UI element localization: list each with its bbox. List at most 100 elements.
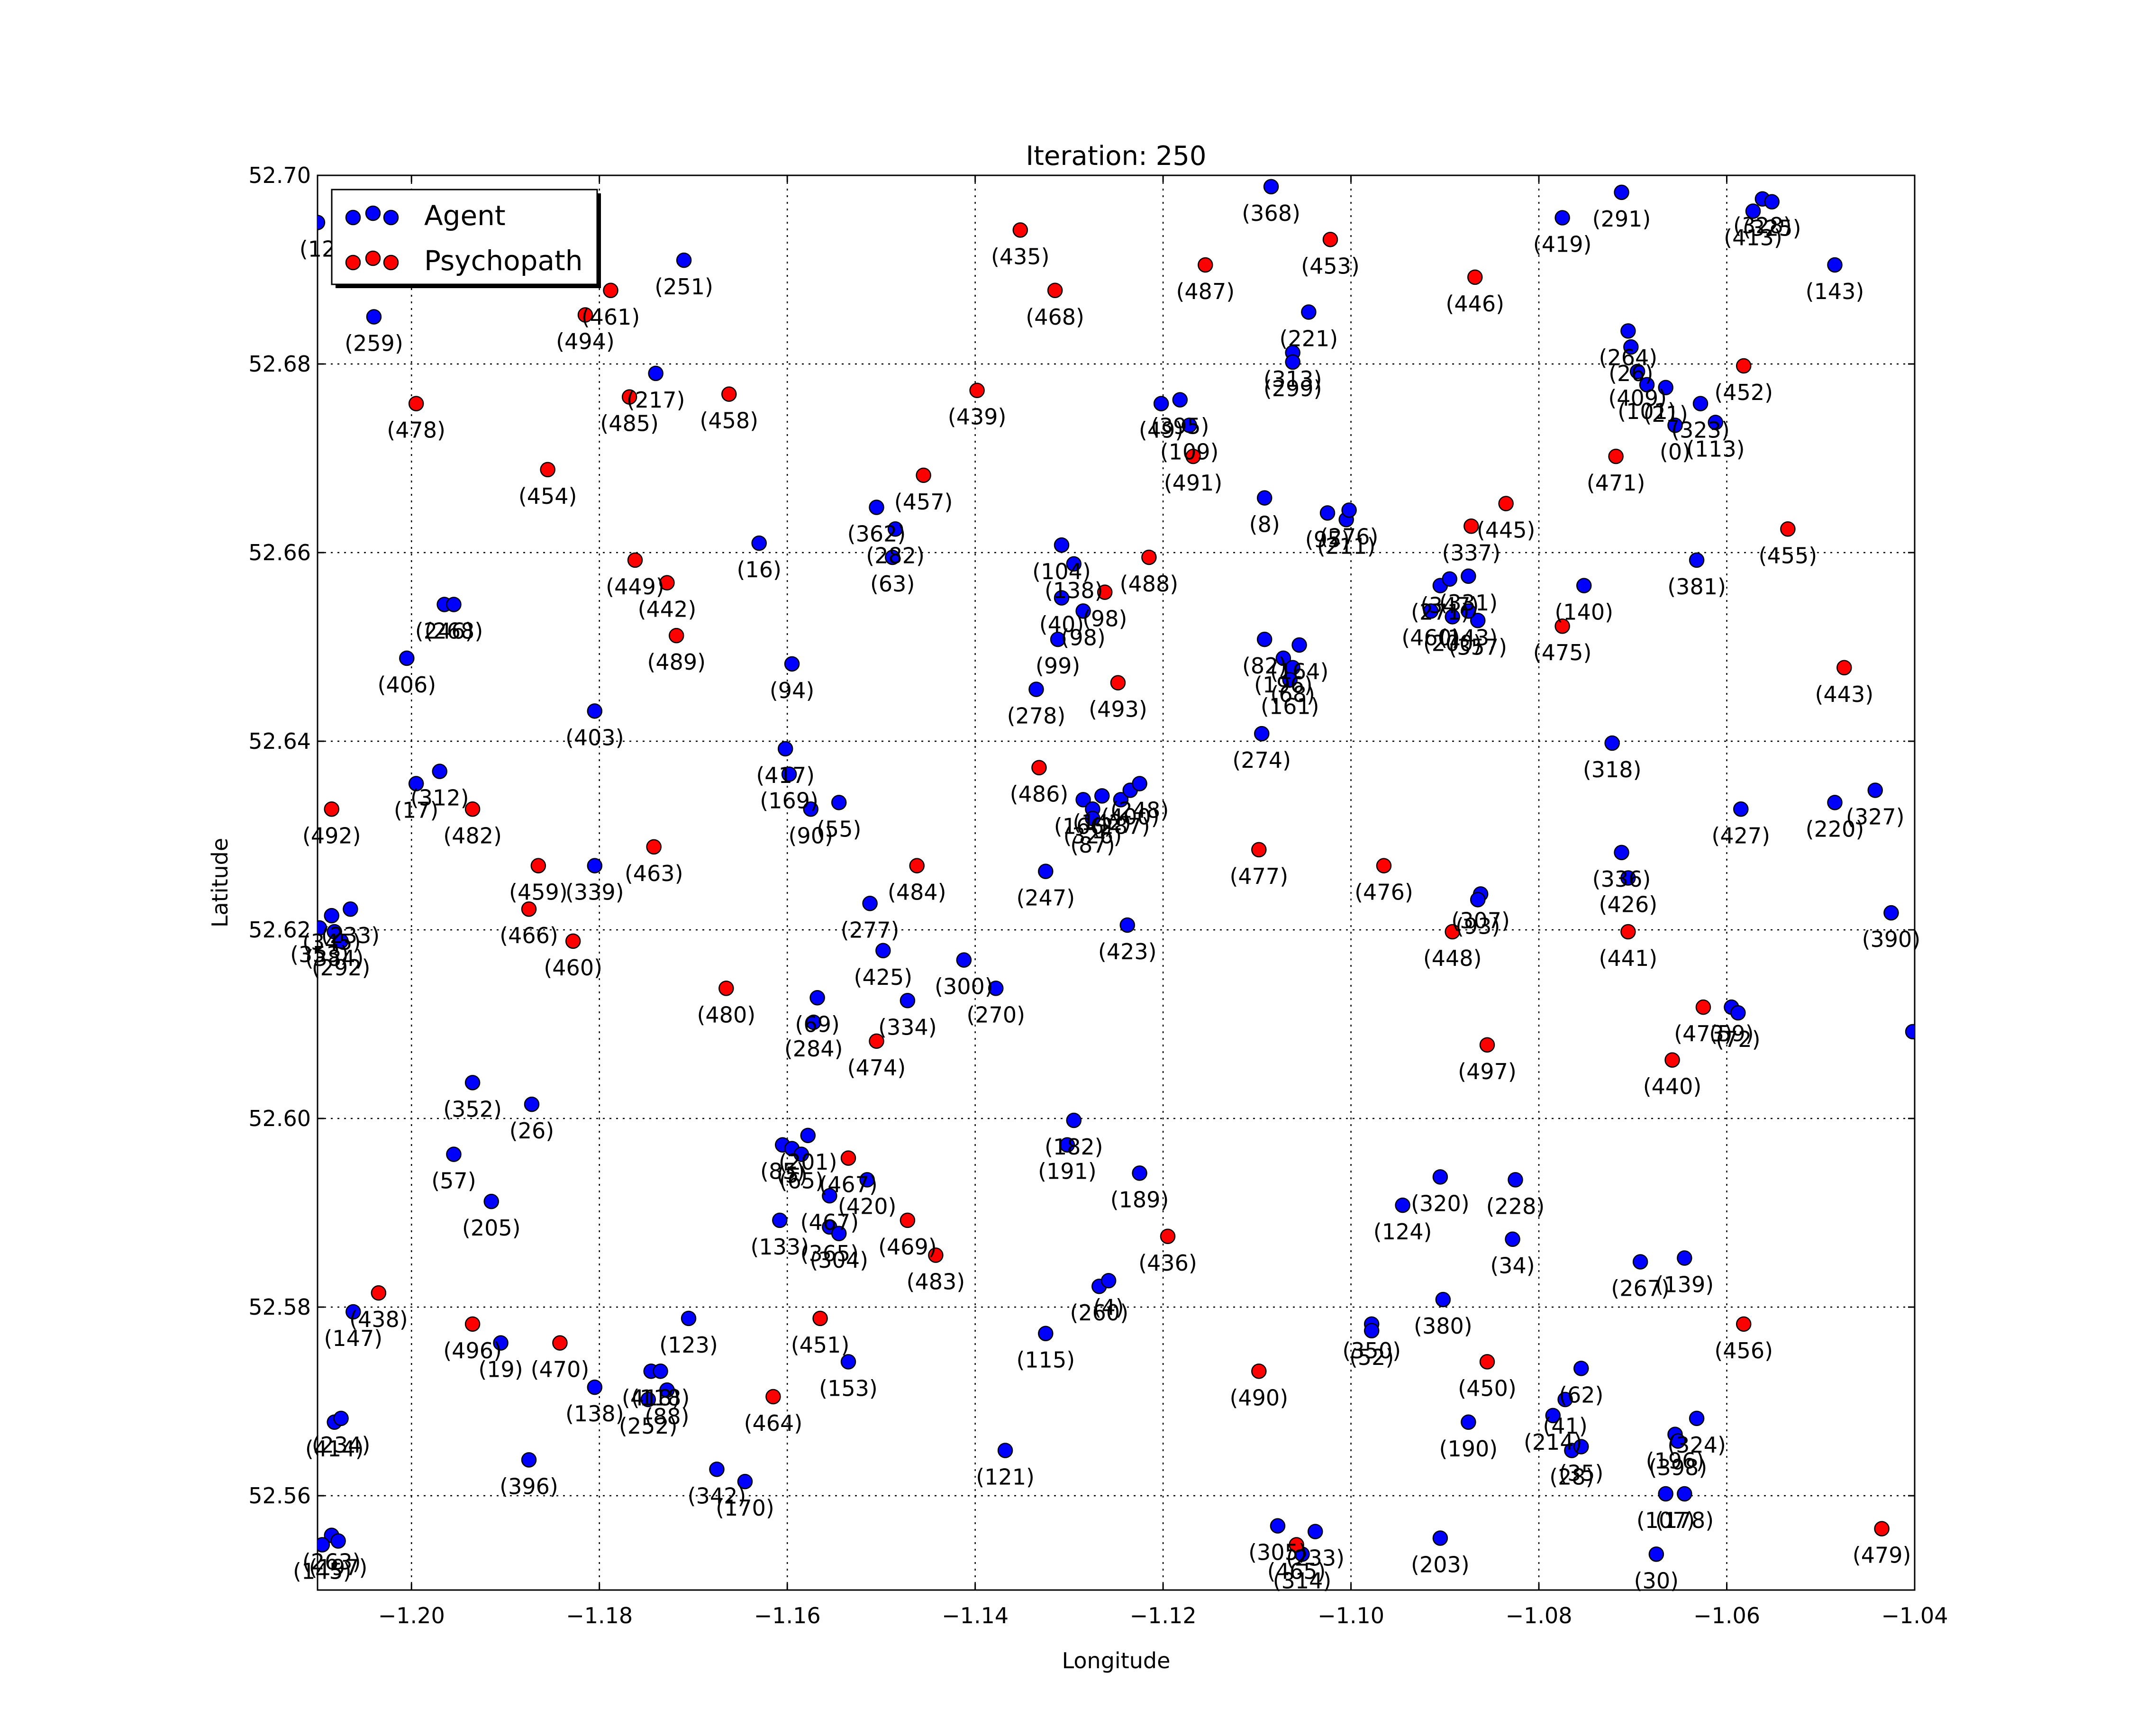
point-label: (352) bbox=[443, 1096, 502, 1122]
psychopath-point bbox=[1463, 518, 1479, 534]
point-label: (234) bbox=[312, 1432, 371, 1458]
point-label: (170) bbox=[716, 1495, 774, 1521]
agent-point bbox=[446, 597, 462, 612]
point-label: (118) bbox=[631, 1385, 690, 1410]
agent-point bbox=[772, 1212, 788, 1228]
agent-point bbox=[1508, 1172, 1523, 1188]
agent-point bbox=[653, 1363, 668, 1379]
point-label: (427) bbox=[1711, 823, 1770, 848]
agent-point bbox=[333, 1410, 349, 1427]
agent-point bbox=[1620, 323, 1636, 339]
point-label: (347) bbox=[1420, 593, 1479, 618]
agent-point bbox=[1730, 1005, 1746, 1021]
agent-point bbox=[1308, 1524, 1323, 1539]
agent-point bbox=[840, 1354, 856, 1370]
point-label: (164) bbox=[1270, 659, 1329, 684]
legend-entries: Agent Psychopath bbox=[345, 200, 583, 277]
point-label: (16) bbox=[736, 557, 781, 582]
point-label: (390) bbox=[1862, 927, 1921, 952]
point-label: (475) bbox=[1533, 640, 1592, 665]
psychopath-point bbox=[812, 1310, 828, 1327]
point-label: (190) bbox=[1439, 1436, 1498, 1462]
point-label: (477) bbox=[1229, 863, 1288, 889]
point-label: (299) bbox=[1263, 376, 1322, 401]
point-label: (292) bbox=[312, 955, 371, 981]
psychopath-point bbox=[1874, 1521, 1890, 1536]
agent-point bbox=[1075, 603, 1091, 619]
agent-point bbox=[524, 1096, 540, 1112]
agent-point bbox=[1505, 1231, 1520, 1247]
point-label: (470) bbox=[531, 1357, 590, 1382]
point-label: (287) bbox=[1091, 813, 1150, 839]
agent-point bbox=[1632, 1254, 1648, 1270]
agent-point bbox=[318, 920, 327, 936]
point-label: (113) bbox=[1686, 436, 1745, 462]
point-label: (142) bbox=[1072, 809, 1131, 835]
point-label: (396) bbox=[500, 1473, 558, 1499]
point-label: (482) bbox=[443, 823, 502, 848]
point-label: (384) bbox=[305, 945, 364, 971]
agent-point bbox=[1282, 672, 1298, 688]
point-label: (362) bbox=[847, 521, 906, 546]
point-label: (464) bbox=[744, 1410, 803, 1436]
agent-point bbox=[1291, 637, 1307, 653]
agent-point bbox=[875, 943, 891, 959]
y-tick-label: 52.56 bbox=[248, 1483, 311, 1509]
point-label: (72) bbox=[1716, 1027, 1760, 1052]
point-label: (109) bbox=[1160, 439, 1219, 464]
agent-point bbox=[343, 901, 358, 917]
y-tick-label: 52.68 bbox=[248, 351, 311, 377]
point-label: (426) bbox=[1599, 892, 1658, 918]
legend-marker bbox=[383, 209, 399, 226]
agent-point bbox=[1066, 1112, 1082, 1128]
point-label: (323) bbox=[1671, 418, 1730, 443]
psychopath-point bbox=[1185, 448, 1201, 464]
agent-point bbox=[1667, 418, 1683, 433]
psychopath-point bbox=[1160, 1228, 1176, 1244]
point-label: (178) bbox=[1655, 1508, 1714, 1533]
y-tick-label: 52.62 bbox=[248, 917, 311, 943]
psychopath-point bbox=[1467, 269, 1483, 285]
agent-point bbox=[737, 1473, 753, 1490]
agent-point bbox=[1432, 1530, 1448, 1546]
point-label: (473) bbox=[1674, 1021, 1733, 1046]
point-label: (133) bbox=[750, 1234, 809, 1260]
psychopath-point bbox=[1031, 760, 1047, 775]
y-tick-label: 52.60 bbox=[248, 1106, 311, 1131]
point-label: (459) bbox=[509, 880, 568, 905]
point-label: (331) bbox=[1439, 590, 1498, 616]
psychopath-point bbox=[1110, 675, 1126, 691]
psychopath-point bbox=[408, 396, 424, 411]
psychopath-point bbox=[669, 627, 684, 644]
agent-point bbox=[1708, 415, 1723, 430]
point-label: (345) bbox=[302, 929, 361, 955]
agent-point bbox=[1461, 603, 1476, 619]
agent-point bbox=[1132, 1165, 1147, 1181]
point-label: (435) bbox=[991, 244, 1050, 269]
point-label: (267) bbox=[1611, 1275, 1670, 1301]
point-label: (147) bbox=[324, 1326, 382, 1351]
point-label: (278) bbox=[1007, 703, 1066, 729]
point-label: (467) bbox=[800, 1209, 859, 1235]
point-label: (350) bbox=[1342, 1338, 1401, 1363]
agent-point bbox=[1677, 1486, 1692, 1502]
point-label: (455) bbox=[1759, 543, 1818, 568]
agent-point bbox=[1285, 354, 1300, 370]
point-label: (93) bbox=[1455, 913, 1500, 939]
point-label: (381) bbox=[1667, 574, 1726, 600]
point-label: (143) bbox=[1439, 625, 1498, 650]
point-label: (488) bbox=[1120, 571, 1179, 597]
psychopath-point bbox=[1608, 448, 1624, 464]
point-label: (107) bbox=[1636, 1508, 1695, 1533]
psychopath-point bbox=[1836, 660, 1852, 676]
agent-point bbox=[640, 1391, 656, 1408]
agent-point bbox=[1113, 792, 1129, 808]
agent-point bbox=[1905, 1024, 1915, 1040]
agent-point bbox=[1038, 1326, 1054, 1341]
point-label: (153) bbox=[819, 1375, 878, 1401]
data-points bbox=[318, 179, 1915, 1562]
point-label: (189) bbox=[1110, 1187, 1169, 1212]
psychopath-point bbox=[1322, 232, 1338, 247]
point-label: (466) bbox=[500, 923, 558, 948]
x-tick-label: −1.08 bbox=[1506, 1603, 1572, 1628]
